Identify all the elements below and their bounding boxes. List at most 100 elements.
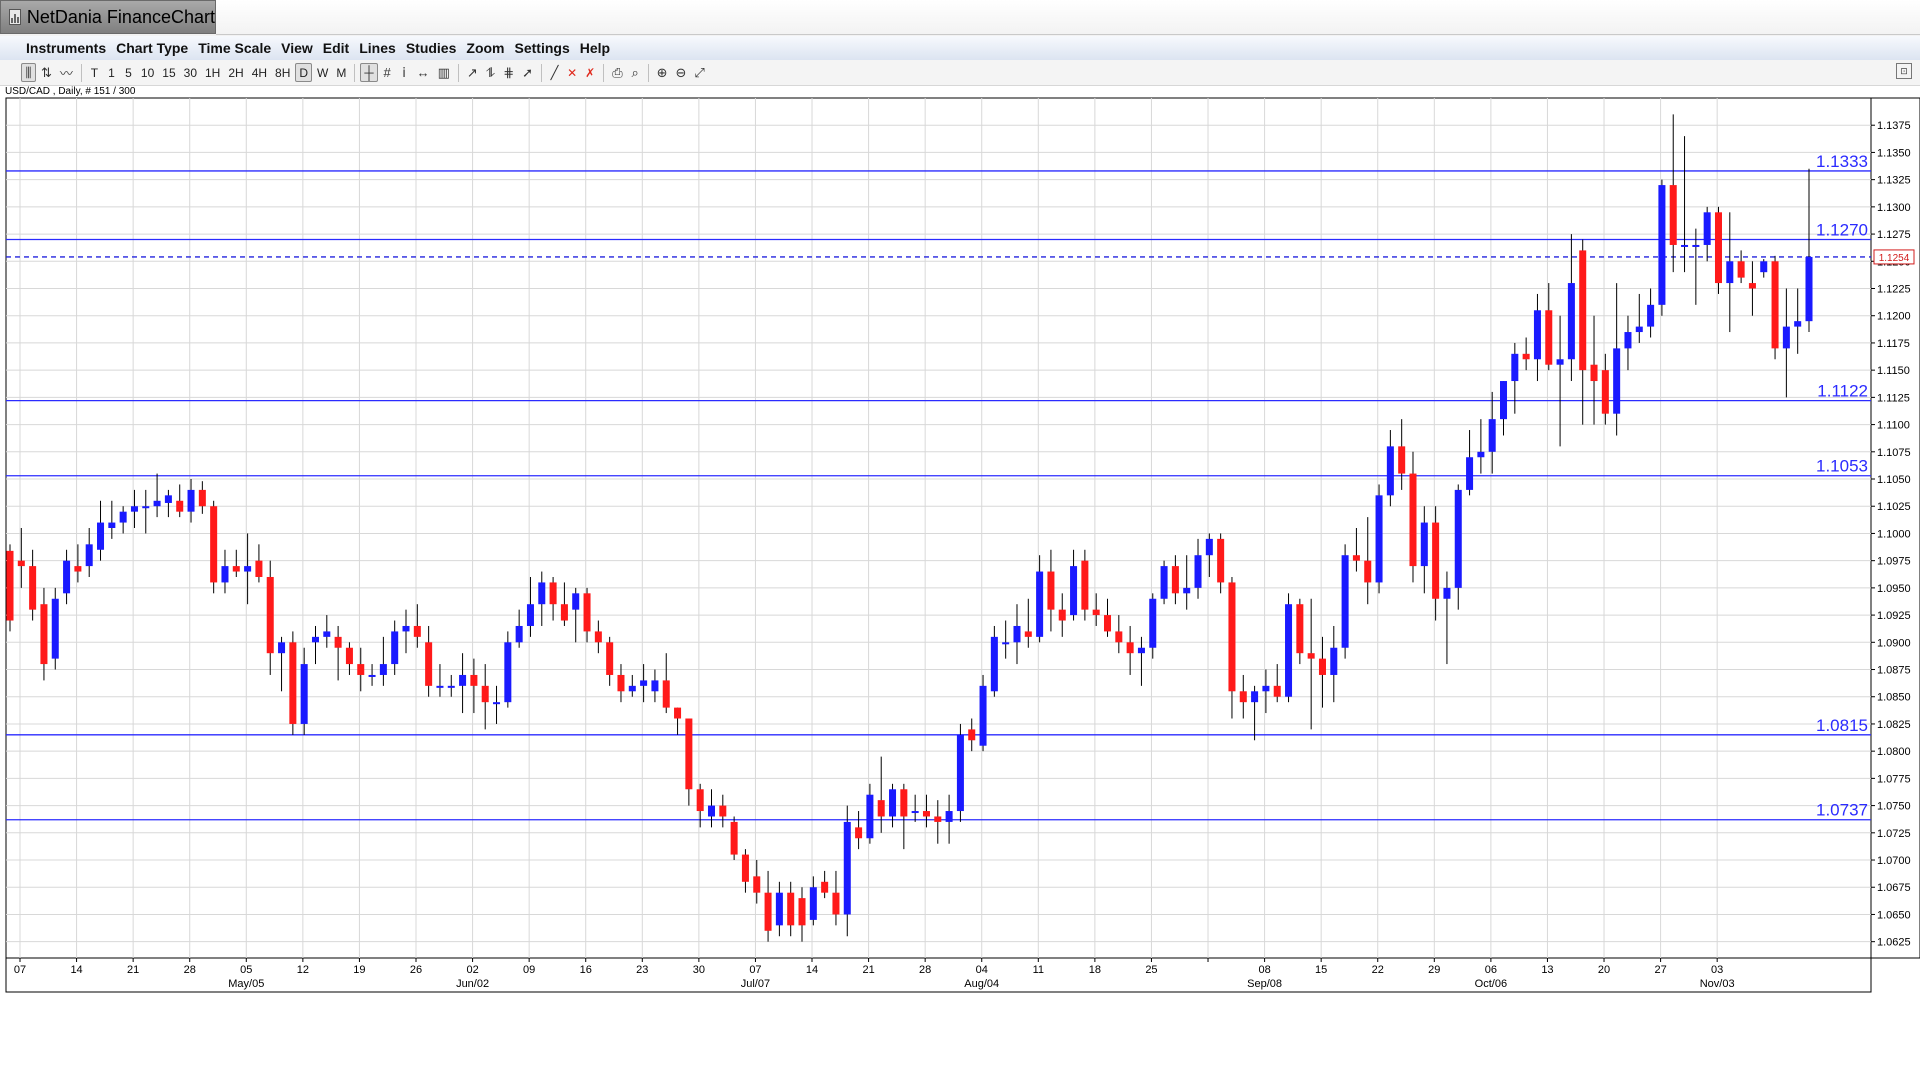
x-tick-label: 14 [70, 964, 82, 976]
delete-icon[interactable]: ✕ [567, 65, 578, 80]
candle-body [606, 642, 614, 675]
trendline-icon[interactable]: ↗ [466, 64, 478, 80]
candle-body [1386, 446, 1394, 496]
title-divider [216, 34, 1920, 35]
scroll-icon[interactable]: ↔ [416, 65, 430, 80]
detach-window-icon[interactable]: ⊡ [1896, 63, 1912, 79]
arrow-tool-icon[interactable]: ➚ [522, 64, 534, 80]
zoom-out-icon[interactable]: ⊖ [675, 64, 687, 80]
plot-area [5, 97, 1872, 959]
timeframe-4h[interactable]: 4H [251, 65, 268, 80]
timeframe-8h[interactable]: 8H [275, 65, 291, 80]
volume-icon[interactable]: ▥ [437, 64, 450, 80]
y-tick-label: 1.1000 [1877, 528, 1911, 540]
timeframe-15m[interactable]: 15 [162, 65, 176, 80]
line-chart-icon[interactable]: 〰 [59, 66, 73, 81]
y-tick-label: 1.0950 [1877, 583, 1911, 595]
symbol-label: USD/CAD , Daily, # 151 / 300 [5, 86, 136, 97]
candle-body [1522, 353, 1530, 360]
candle-body [809, 887, 817, 920]
y-tick-label: 1.1275 [1877, 229, 1911, 241]
timeframe-1m[interactable]: 1 [108, 65, 115, 80]
candle-body [1228, 582, 1236, 692]
menu-settings[interactable]: Settings [514, 40, 570, 56]
print-icon[interactable]: ⎙ [612, 64, 623, 80]
toolbar-separator [80, 63, 82, 82]
info-icon[interactable]: ⅰ [402, 64, 406, 80]
y-tick-label: 1.1075 [1877, 447, 1911, 459]
y-tick-label: 1.1125 [1877, 392, 1910, 404]
candle-body [29, 566, 37, 610]
menu-view[interactable]: View [281, 40, 313, 56]
menu-edit[interactable]: Edit [322, 40, 350, 56]
x-tick-label: 13 [1541, 964, 1553, 976]
x-tick-label: 05 [240, 964, 252, 976]
candle-body [1794, 321, 1802, 327]
timeframe-1h[interactable]: 1H [205, 65, 221, 80]
timeframe-30m[interactable]: 30 [183, 65, 197, 80]
candle-body [1658, 185, 1666, 305]
print-preview-icon[interactable]: ⌕ [631, 64, 639, 80]
candle-body [142, 506, 150, 509]
candle-body [1420, 522, 1428, 567]
candle-body [934, 816, 942, 822]
candle-body [1567, 283, 1575, 360]
bar-chart-icon[interactable]: ⇅ [41, 64, 52, 80]
candle-body [560, 604, 568, 621]
candle-body [674, 707, 682, 719]
y-tick-label: 1.0775 [1877, 773, 1911, 785]
candlestick-chart-icon[interactable]: ⫼ [21, 63, 36, 82]
y-tick-label: 1.0750 [1877, 801, 1911, 813]
toolbar-separator [541, 63, 543, 82]
channel-icon[interactable]: ⥮ [485, 64, 496, 80]
zoom-in-icon[interactable]: ⊕ [656, 64, 668, 80]
grid-icon[interactable]: # [383, 65, 391, 80]
toolbar-separator [603, 63, 605, 82]
timeframe-daily[interactable]: D [295, 63, 313, 82]
candle-body [741, 854, 749, 882]
menu-zoom[interactable]: Zoom [466, 40, 505, 56]
timeframe-2h[interactable]: 2H [228, 65, 244, 80]
x-tick-label: 29 [1428, 964, 1440, 976]
menu-studies[interactable]: Studies [405, 40, 457, 56]
candle-body [266, 576, 274, 654]
timeframe-10m[interactable]: 10 [140, 65, 155, 80]
candle-body [1364, 560, 1372, 583]
menu-instruments[interactable]: Instruments [26, 40, 107, 56]
candle-body [1137, 647, 1145, 654]
y-tick-label: 1.1175 [1877, 338, 1910, 350]
fibonacci-icon[interactable]: ⋕ [503, 64, 515, 80]
candle-body [889, 789, 897, 817]
candle-body [1760, 261, 1768, 273]
x-tick-label: 28 [919, 964, 931, 976]
candle-body [1103, 615, 1112, 632]
y-tick-label: 1.1225 [1877, 284, 1911, 296]
zoom-fit-icon[interactable]: ⤢ [694, 64, 705, 80]
x-tick-label: 06 [1485, 964, 1497, 976]
candle-body [311, 636, 319, 643]
candle-body [1149, 598, 1157, 648]
timeframe-monthly[interactable]: M [336, 65, 347, 80]
y-tick-label: 1.1025 [1877, 501, 1911, 513]
candle-body [945, 811, 953, 822]
timeframe-5m[interactable]: 5 [125, 65, 132, 80]
candle-body [74, 566, 82, 572]
candle-body [1613, 348, 1621, 414]
candle-body [1771, 261, 1779, 349]
crosshair-icon[interactable]: ┼ [360, 63, 378, 82]
menu-lines[interactable]: Lines [359, 40, 396, 56]
candle-body [707, 805, 716, 817]
candle-body [753, 876, 761, 893]
draw-line-icon[interactable]: ╱ [550, 64, 559, 80]
timeframe-tick[interactable]: T [90, 65, 99, 80]
candle-body [1262, 685, 1270, 692]
delete-all-icon[interactable]: ✗ [585, 65, 596, 80]
candle-body [764, 892, 772, 931]
menu-time-scale[interactable]: Time Scale [198, 40, 272, 56]
timeframe-weekly[interactable]: W [317, 65, 329, 80]
menu-chart-type[interactable]: Chart Type [116, 40, 189, 56]
candle-body [538, 582, 546, 605]
menu-help[interactable]: Help [579, 40, 611, 56]
app-tab[interactable]: NetDania FinanceChart [0, 0, 216, 34]
